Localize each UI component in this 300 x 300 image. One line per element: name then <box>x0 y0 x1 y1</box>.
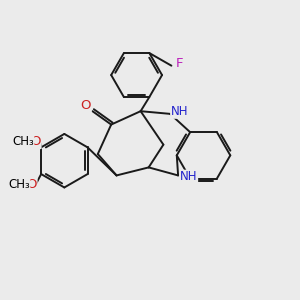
Text: CH₃: CH₃ <box>12 136 34 148</box>
Text: CH₃: CH₃ <box>8 178 30 191</box>
Text: F: F <box>176 56 183 70</box>
Text: NH: NH <box>180 170 198 183</box>
Text: O: O <box>31 136 41 148</box>
Text: O: O <box>80 99 91 112</box>
Text: O: O <box>26 178 37 191</box>
Text: NH: NH <box>171 105 188 118</box>
